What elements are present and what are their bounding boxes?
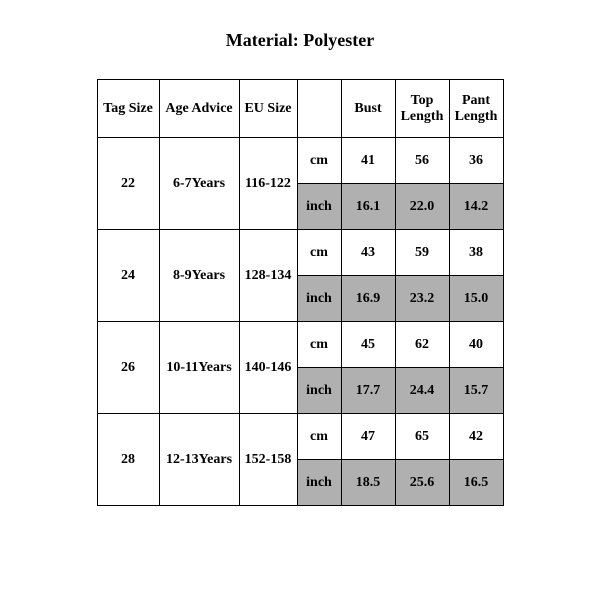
cell-bust-cm: 41 [341,138,395,184]
cell-bust-inch: 16.1 [341,184,395,230]
cell-pant-inch: 14.2 [449,184,503,230]
cell-bust-cm: 45 [341,322,395,368]
cell-top-inch: 24.4 [395,368,449,414]
cell-top-inch: 23.2 [395,276,449,322]
cell-unit-inch: inch [297,184,341,230]
cell-pant-cm: 36 [449,138,503,184]
col-top-length: Top Length [395,80,449,138]
cell-age-advice: 6-7Years [159,138,239,230]
cell-unit-inch: inch [297,368,341,414]
col-unit-spacer [297,80,341,138]
cell-bust-inch: 16.9 [341,276,395,322]
cell-tag-size: 24 [97,230,159,322]
cell-age-advice: 10-11Years [159,322,239,414]
cell-eu-size: 140-146 [239,322,297,414]
cell-top-inch: 25.6 [395,460,449,506]
table-row: 2812-13Years152-158cm476542 [97,414,503,460]
cell-age-advice: 8-9Years [159,230,239,322]
page-title: Material: Polyester [20,30,580,51]
col-age-advice: Age Advice [159,80,239,138]
cell-top-cm: 59 [395,230,449,276]
cell-bust-cm: 43 [341,230,395,276]
cell-eu-size: 152-158 [239,414,297,506]
cell-tag-size: 28 [97,414,159,506]
cell-tag-size: 22 [97,138,159,230]
cell-eu-size: 116-122 [239,138,297,230]
cell-pant-inch: 15.7 [449,368,503,414]
cell-top-cm: 62 [395,322,449,368]
table-row: 248-9Years128-134cm435938 [97,230,503,276]
cell-top-inch: 22.0 [395,184,449,230]
table-row: 2610-11Years140-146cm456240 [97,322,503,368]
cell-unit-cm: cm [297,322,341,368]
cell-pant-cm: 42 [449,414,503,460]
cell-bust-inch: 17.7 [341,368,395,414]
cell-pant-cm: 40 [449,322,503,368]
cell-tag-size: 26 [97,322,159,414]
cell-unit-cm: cm [297,230,341,276]
cell-pant-cm: 38 [449,230,503,276]
table-header-row: Tag Size Age Advice EU Size Bust Top Len… [97,80,503,138]
cell-pant-inch: 16.5 [449,460,503,506]
cell-pant-inch: 15.0 [449,276,503,322]
cell-eu-size: 128-134 [239,230,297,322]
cell-top-cm: 65 [395,414,449,460]
cell-top-cm: 56 [395,138,449,184]
col-pant-length: Pant Length [449,80,503,138]
cell-age-advice: 12-13Years [159,414,239,506]
col-bust: Bust [341,80,395,138]
cell-bust-inch: 18.5 [341,460,395,506]
size-table-body: 226-7Years116-122cm415636inch16.122.014.… [97,138,503,506]
cell-unit-cm: cm [297,414,341,460]
table-row: 226-7Years116-122cm415636 [97,138,503,184]
size-table: Tag Size Age Advice EU Size Bust Top Len… [97,79,504,506]
cell-unit-inch: inch [297,276,341,322]
col-eu-size: EU Size [239,80,297,138]
col-tag-size: Tag Size [97,80,159,138]
cell-unit-inch: inch [297,460,341,506]
cell-bust-cm: 47 [341,414,395,460]
cell-unit-cm: cm [297,138,341,184]
